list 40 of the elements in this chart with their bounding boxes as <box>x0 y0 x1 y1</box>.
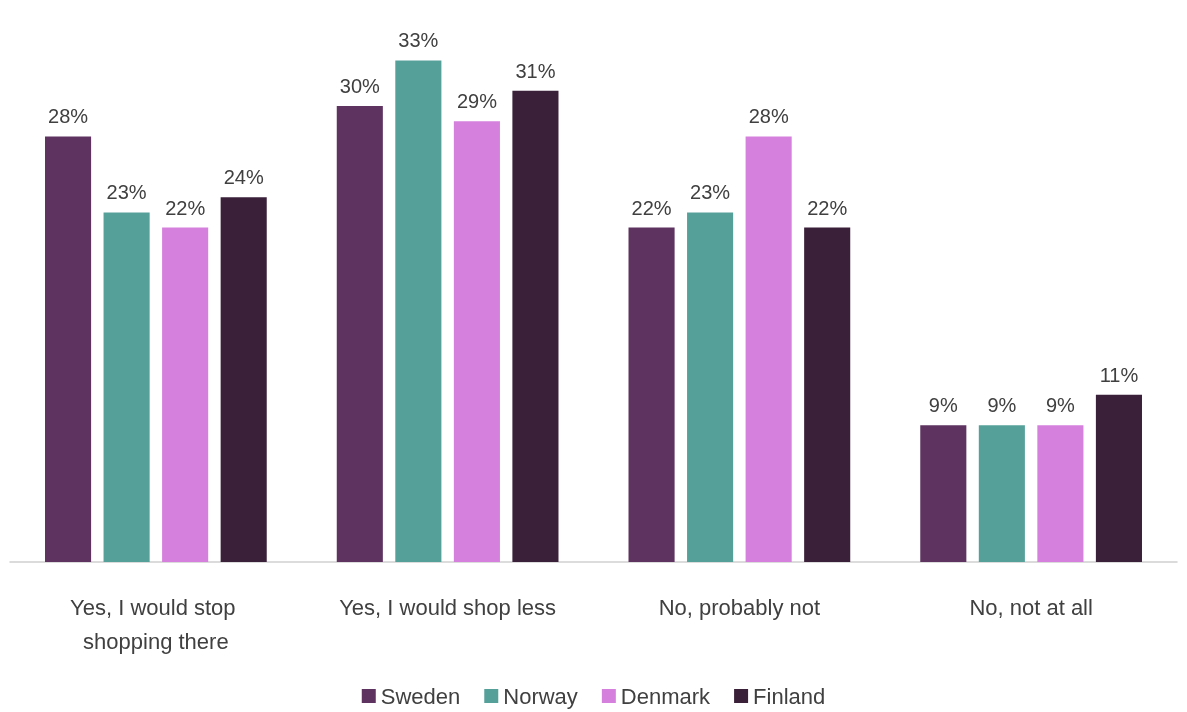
x-tick-label: No, not at all <box>969 594 1093 620</box>
bar <box>978 425 1025 562</box>
bar <box>1037 425 1084 562</box>
data-label: 23% <box>690 181 731 204</box>
data-label: 30% <box>339 75 381 97</box>
bar <box>162 227 209 562</box>
bar <box>103 212 150 562</box>
data-label: 24% <box>223 166 264 189</box>
legend-label: Norway <box>503 683 578 709</box>
data-label: 28% <box>48 105 89 128</box>
bar <box>1095 394 1142 562</box>
data-label: 9% <box>928 394 958 417</box>
data-label: 33% <box>398 29 439 52</box>
data-label: 9% <box>1045 394 1076 417</box>
data-label: 28% <box>748 105 789 128</box>
legend-label: Sweden <box>380 683 461 709</box>
bar <box>453 121 500 562</box>
data-label: 29% <box>456 90 498 113</box>
x-tick-label: Yes, I would shop less <box>339 594 557 620</box>
bar <box>920 425 967 562</box>
bar <box>628 227 675 562</box>
legend-label: Denmark <box>620 683 712 709</box>
bar <box>804 227 851 562</box>
bar <box>395 60 442 562</box>
bar <box>336 106 383 562</box>
bar <box>45 136 92 562</box>
data-label: 31% <box>515 59 556 82</box>
data-label: 9% <box>987 394 1017 417</box>
x-tick-label: Yes, I would stop shopping there <box>70 594 242 654</box>
data-label: 22% <box>165 196 206 219</box>
bar <box>220 197 267 562</box>
data-label: 22% <box>807 196 848 219</box>
data-label: 11% <box>1099 363 1139 386</box>
data-label: 23% <box>106 181 147 204</box>
legend-label: Finland <box>753 683 826 709</box>
x-tick-label: No, probably not <box>658 594 821 620</box>
bar <box>687 212 734 562</box>
bar <box>512 90 559 562</box>
bar <box>745 136 792 562</box>
data-label: 22% <box>631 196 672 219</box>
